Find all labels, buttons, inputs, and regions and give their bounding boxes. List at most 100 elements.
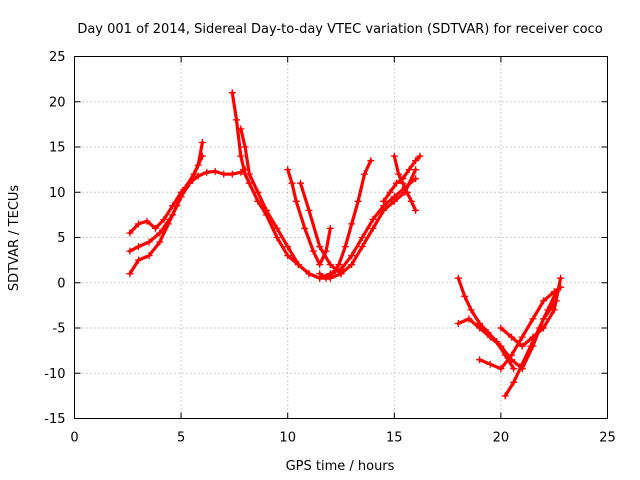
series-trace bbox=[392, 154, 418, 212]
data-point-plus bbox=[476, 356, 484, 364]
x-tick-label: 25 bbox=[599, 431, 616, 446]
data-point-plus bbox=[392, 179, 400, 187]
data-point-plus bbox=[305, 206, 313, 214]
data-point-plus bbox=[510, 365, 518, 373]
data-point-plus bbox=[508, 333, 516, 341]
series-trace bbox=[239, 127, 418, 280]
data-point-plus bbox=[145, 238, 153, 246]
data-point-plus bbox=[326, 261, 334, 269]
data-point-plus bbox=[301, 224, 309, 232]
series-trace bbox=[230, 91, 418, 280]
series-trace bbox=[499, 276, 563, 348]
data-point-plus bbox=[316, 261, 324, 269]
data-point-plus bbox=[288, 179, 296, 187]
data-point-plus bbox=[273, 224, 281, 232]
y-tick-label: 0 bbox=[57, 276, 65, 291]
data-point-plus bbox=[367, 157, 375, 165]
chart-title: Day 001 of 2014, Sidereal Day-to-day VTE… bbox=[77, 22, 602, 37]
data-point-plus bbox=[322, 274, 330, 282]
data-point-plus bbox=[143, 217, 151, 225]
data-point-plus bbox=[461, 292, 469, 300]
data-point-plus bbox=[241, 143, 249, 151]
data-point-plus bbox=[262, 206, 270, 214]
data-point-plus bbox=[135, 220, 142, 228]
series-satellite-h bbox=[316, 157, 375, 282]
data-point-plus bbox=[518, 342, 526, 350]
data-point-plus bbox=[348, 252, 356, 260]
data-point-plus bbox=[156, 238, 164, 246]
series-satellite-n bbox=[501, 288, 560, 400]
series-satellite-c bbox=[126, 139, 206, 255]
series-trace bbox=[286, 168, 332, 267]
y-tick-label: -10 bbox=[44, 367, 65, 382]
data-point-plus bbox=[518, 360, 526, 368]
data-point-plus bbox=[135, 256, 142, 264]
data-point-plus bbox=[518, 333, 526, 341]
data-point-plus bbox=[337, 270, 345, 278]
y-tick-label: 25 bbox=[49, 50, 66, 65]
data-point-plus bbox=[354, 197, 362, 205]
data-point-plus bbox=[361, 170, 368, 178]
series-trace bbox=[478, 285, 563, 371]
data-point-plus bbox=[237, 152, 245, 160]
data-point-plus bbox=[412, 157, 420, 165]
data-point-plus bbox=[341, 243, 349, 251]
x-tick-label: 10 bbox=[279, 431, 296, 446]
data-point-plus bbox=[294, 261, 302, 269]
data-point-plus bbox=[198, 139, 206, 146]
data-point-plus bbox=[412, 166, 420, 174]
data-point-plus bbox=[557, 274, 565, 282]
y-tick-label: -5 bbox=[53, 322, 66, 337]
x-tick-label: 5 bbox=[177, 431, 185, 446]
data-point-plus bbox=[527, 342, 535, 350]
x-tick-label: 20 bbox=[493, 431, 510, 446]
data-point-plus bbox=[305, 270, 313, 278]
data-point-plus bbox=[465, 315, 473, 323]
data-point-plus bbox=[454, 320, 462, 327]
data-point-plus bbox=[380, 206, 388, 214]
data-point-plus bbox=[273, 234, 281, 241]
data-point-plus bbox=[540, 297, 547, 305]
data-point-plus bbox=[254, 188, 262, 196]
data-point-plus bbox=[152, 224, 159, 232]
data-point-plus bbox=[550, 306, 558, 314]
y-tick-label: 5 bbox=[57, 231, 65, 246]
data-point-plus bbox=[254, 197, 262, 205]
y-tick-label: -15 bbox=[44, 412, 65, 427]
data-point-plus bbox=[245, 179, 253, 187]
data-point-plus bbox=[220, 170, 228, 178]
data-point-plus bbox=[160, 215, 168, 223]
data-point-plus bbox=[405, 166, 413, 174]
data-point-plus bbox=[348, 261, 356, 269]
data-point-plus bbox=[329, 270, 336, 278]
data-point-plus bbox=[501, 392, 509, 400]
data-point-plus bbox=[399, 175, 407, 183]
data-point-plus bbox=[486, 333, 494, 341]
y-axis-label: SDTVAR / TECUs bbox=[7, 185, 22, 292]
data-point-plus bbox=[476, 324, 484, 332]
data-point-plus bbox=[211, 167, 219, 175]
data-point-plus bbox=[510, 378, 518, 386]
data-point-plus bbox=[326, 224, 334, 232]
data-point-plus bbox=[529, 315, 537, 323]
series-satellite-a bbox=[126, 166, 249, 237]
data-point-plus bbox=[412, 206, 420, 214]
data-point-plus bbox=[135, 243, 142, 251]
data-point-plus bbox=[454, 274, 462, 282]
data-point-plus bbox=[156, 229, 164, 237]
data-point-plus bbox=[358, 243, 366, 251]
series-satellite-o bbox=[497, 274, 565, 350]
data-point-plus bbox=[529, 333, 537, 341]
data-point-plus bbox=[316, 243, 324, 251]
data-point-plus bbox=[237, 125, 245, 133]
data-point-plus bbox=[177, 193, 185, 201]
y-tick-label: 20 bbox=[49, 95, 66, 110]
data-point-plus bbox=[390, 152, 398, 160]
data-point-plus bbox=[348, 220, 356, 228]
series-satellite-g bbox=[297, 179, 345, 278]
data-point-plus bbox=[403, 188, 411, 196]
data-point-plus bbox=[145, 252, 153, 260]
data-point-plus bbox=[358, 234, 366, 241]
data-point-plus bbox=[335, 261, 343, 269]
